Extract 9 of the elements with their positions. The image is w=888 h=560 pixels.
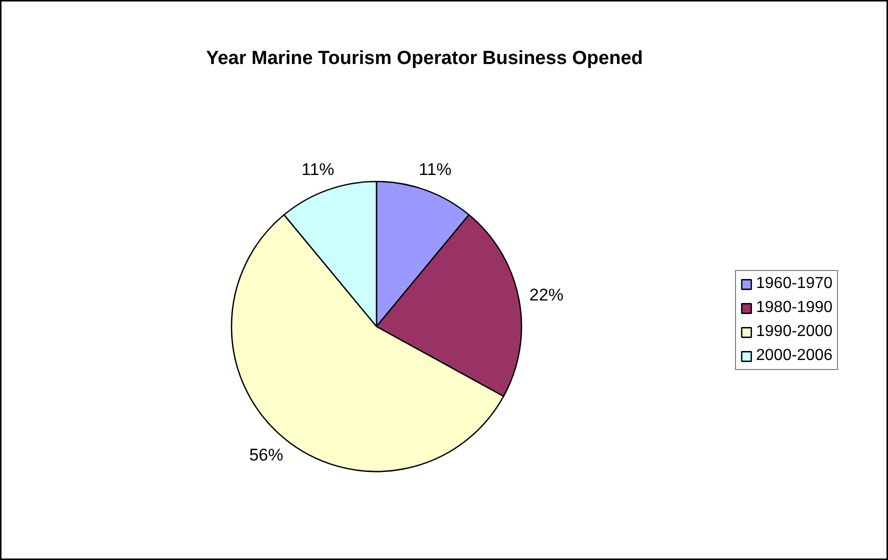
data-label: 22%: [529, 286, 564, 305]
chart-title: Year Marine Tourism Operator Business Opened: [206, 48, 643, 69]
data-label: 11%: [302, 160, 334, 179]
legend-label: 1990-2000: [756, 323, 833, 341]
legend-label: 1980-1990: [756, 299, 833, 317]
data-label: 11%: [418, 160, 452, 179]
legend-label: 2000-2006: [756, 347, 833, 365]
data-label: 56%: [249, 446, 284, 465]
legend-label: 1960-1970: [756, 275, 833, 293]
